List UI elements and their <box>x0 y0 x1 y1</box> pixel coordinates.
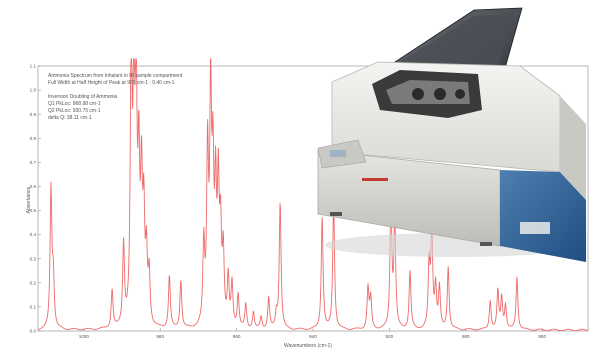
x-tick-label: 940 <box>309 334 317 339</box>
y-tick-label: 1.0 <box>30 88 37 93</box>
annotation-delta-q: delta Q: 38.11 cm-1 <box>48 115 92 121</box>
y-tick-label: 0.6 <box>30 184 37 189</box>
spectrum-line <box>37 58 589 332</box>
y-tick-label: 0.7 <box>30 160 37 165</box>
y-tick-label: 0.3 <box>30 256 37 261</box>
y-tick-label: 0.2 <box>30 280 37 285</box>
x-tick-label: 1000 <box>79 334 90 339</box>
y-tick-label: 1.1 <box>30 64 37 69</box>
annotation-q1: Q1 PkLoc: 968.98 cm-1 <box>48 101 101 107</box>
annotation-q2: Q2 PkLoc: 930.75 cm-1 <box>48 108 101 114</box>
y-axis-label: Absorbance <box>26 186 32 213</box>
y-tick-label: 0.9 <box>30 112 37 117</box>
x-axis-label: Wavenumbers (cm-1) <box>284 343 332 349</box>
y-tick-label: 0.5 <box>30 208 37 213</box>
y-tick-label: 0.1 <box>30 305 37 310</box>
x-tick-label: 880 <box>538 334 546 339</box>
x-tick-label: 900 <box>462 334 470 339</box>
annotation-fwhm: Full Width at Half Height of Peak at 965… <box>48 80 175 86</box>
y-axis: 0.0 0.1 0.2 0.3 0.4 0.5 0.6 0.7 0.8 0.9 1.0 1.1 <box>30 64 41 334</box>
x-tick-label: 920 <box>386 334 394 339</box>
y-tick-label: 0.8 <box>30 136 37 141</box>
y-tick-label: 0.0 <box>30 329 37 334</box>
annotation-inversion: Inversion Doubling of Ammonia <box>48 94 117 100</box>
x-tick-label: 980 <box>156 334 164 339</box>
series-layer <box>37 58 589 332</box>
x-tick-label: 960 <box>233 334 241 339</box>
spectrometer-image <box>317 7 586 262</box>
chart-title: Ammonia Spectrum from Inhalant in IR sam… <box>48 73 183 79</box>
y-tick-label: 0.4 <box>30 232 37 237</box>
